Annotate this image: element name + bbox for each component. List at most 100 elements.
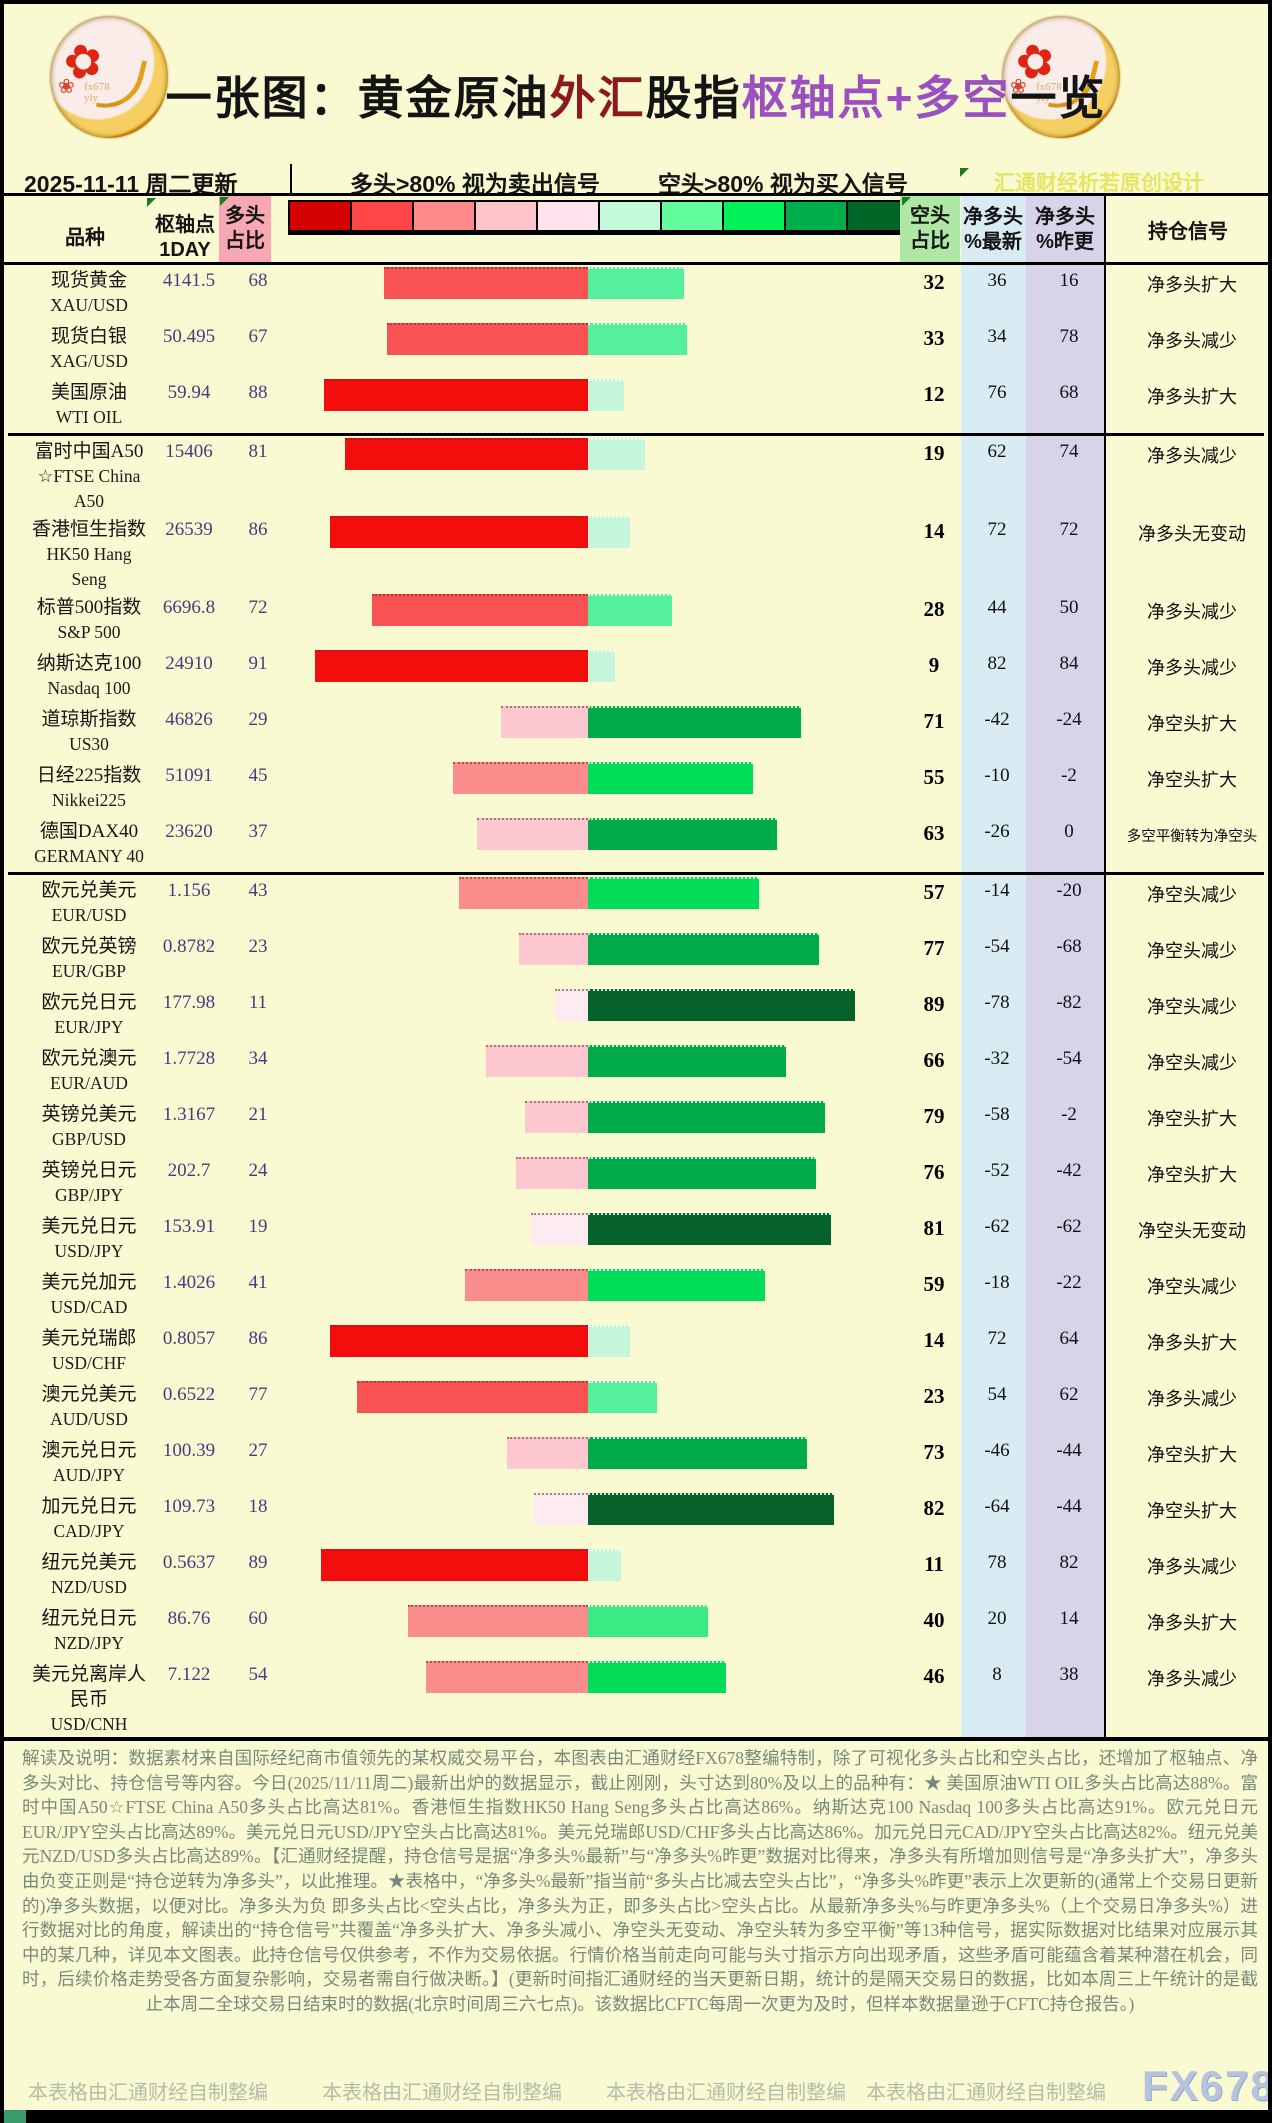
net-latest-value: -46 xyxy=(984,1440,1010,1461)
position-signal: 净多头减少 xyxy=(1147,602,1237,622)
position-signal: 净多头减少 xyxy=(1147,1557,1237,1577)
table-row: 美元兑日元 USD/JPY 153.91 19 81 -62 -62 净空头无变动 xyxy=(8,1211,1264,1267)
col-header-pivot: 枢轴点 1DAY xyxy=(155,214,215,261)
scale-swatch xyxy=(724,202,786,230)
long-pct-value: 86 xyxy=(248,1328,268,1349)
long-bar xyxy=(321,1549,588,1581)
short-bar xyxy=(588,1213,831,1245)
net-prev-value: 16 xyxy=(1059,270,1079,291)
instrument-name: 香港恒生指数 HK50 Hang Seng xyxy=(31,519,146,589)
scale-swatch xyxy=(662,202,724,230)
pivot-value: 1.3167 xyxy=(162,1104,216,1125)
position-signal: 净空头减少 xyxy=(1147,1053,1237,1073)
table-row: 加元兑日元 CAD/JPY 109.73 18 82 -64 -44 净空头扩大 xyxy=(8,1491,1264,1547)
long-pct-value: 45 xyxy=(248,765,268,786)
short-pct-value: 28 xyxy=(923,597,945,621)
net-latest-value: -64 xyxy=(984,1496,1010,1517)
scale-swatch xyxy=(848,202,908,230)
position-signal: 净空头扩大 xyxy=(1147,770,1237,790)
instrument-name: 加元兑日元 CAD/JPY xyxy=(41,1496,137,1541)
long-bar xyxy=(315,650,588,682)
update-date: 2025-11-11 周二更新 xyxy=(24,171,238,197)
table-row: 纽元兑日元 NZD/JPY 86.76 60 40 20 14 净多头扩大 xyxy=(8,1603,1264,1659)
table-row: 美元兑加元 USD/CAD 1.4026 41 59 -18 -22 净空头减少 xyxy=(8,1267,1264,1323)
instrument-name: 纽元兑美元 NZD/USD xyxy=(41,1552,137,1597)
short-pct-value: 40 xyxy=(923,1608,945,1632)
table-row: 现货黄金 XAU/USD 4141.5 68 32 36 16 净多头扩大 xyxy=(8,265,1264,321)
long-pct-value: 19 xyxy=(248,1216,268,1237)
short-bar xyxy=(588,1269,765,1301)
cell-marker-icon xyxy=(902,197,911,206)
col-header-net-latest: 净多头 %最新 xyxy=(963,206,1023,253)
long-pct-value: 24 xyxy=(248,1160,268,1181)
long-pct-value: 27 xyxy=(248,1440,268,1461)
net-prev-value: -44 xyxy=(1056,1496,1082,1517)
instrument-name: 现货白银 XAG/USD xyxy=(50,326,128,371)
net-latest-value: -62 xyxy=(984,1216,1010,1237)
scale-swatch xyxy=(786,202,848,230)
short-bar xyxy=(588,1325,630,1357)
net-latest-value: 72 xyxy=(987,1328,1007,1349)
table-row: 欧元兑英镑 EUR/GBP 0.8782 23 77 -54 -68 净空头减少 xyxy=(8,931,1264,987)
short-bar xyxy=(588,1493,834,1525)
long-pct-value: 77 xyxy=(248,1384,268,1405)
net-prev-column-bg xyxy=(1026,196,1104,1741)
net-prev-value: -82 xyxy=(1056,992,1082,1013)
long-bar xyxy=(501,706,588,738)
short-bar xyxy=(588,267,684,299)
position-signal: 净多头无变动 xyxy=(1138,524,1246,544)
fx678-coin-logo-right: ✿ ❀ fx678 yly xyxy=(1002,16,1120,138)
net-prev-value: -2 xyxy=(1061,1104,1077,1125)
short-pct-value: 81 xyxy=(923,1216,945,1240)
scale-swatch xyxy=(538,202,600,230)
pivot-value: 51091 xyxy=(165,765,213,786)
short-pct-value: 14 xyxy=(923,1328,945,1352)
net-prev-value: 74 xyxy=(1059,441,1079,462)
table-row: 现货白银 XAG/USD 50.495 67 33 34 78 净多头减少 xyxy=(8,321,1264,377)
table-row: 道琼斯指数 US30 46826 29 71 -42 -24 净空头扩大 xyxy=(8,704,1264,760)
net-latest-value: 44 xyxy=(987,597,1007,618)
title-prefix: 一张图：黄金原油 xyxy=(165,72,550,124)
col-header-signal: 持仓信号 xyxy=(1148,221,1228,243)
long-bar xyxy=(345,438,588,470)
long-pct-value: 23 xyxy=(248,936,268,957)
pivot-value: 86.76 xyxy=(167,1608,211,1629)
explanation-notes: 解读及说明：数据素材来自国际经纪商市值领先的某权威交易平台，本图表由汇通财经FX… xyxy=(22,1748,1258,2014)
short-bar xyxy=(588,379,624,411)
cell-marker-icon xyxy=(960,168,969,177)
instrument-name: 标普500指数 S&P 500 xyxy=(36,597,142,642)
long-pct-value: 68 xyxy=(248,270,268,291)
position-signal: 净空头扩大 xyxy=(1147,1109,1237,1129)
net-prev-value: -54 xyxy=(1056,1048,1082,1069)
scale-swatch xyxy=(352,202,414,230)
long-pct-value: 18 xyxy=(248,1496,268,1517)
net-latest-value: -78 xyxy=(984,992,1010,1013)
position-signal: 净多头减少 xyxy=(1147,331,1237,351)
net-prev-value: 62 xyxy=(1059,1384,1079,1405)
table-row: 纽元兑美元 NZD/USD 0.5637 89 11 78 82 净多头减少 xyxy=(8,1547,1264,1603)
short-bar xyxy=(588,323,687,355)
fx678-logo-text: FX678 xyxy=(1142,2062,1272,2109)
pivot-value: 1.4026 xyxy=(162,1272,216,1293)
pivot-value: 4141.5 xyxy=(162,270,216,291)
short-bar xyxy=(588,1661,726,1693)
net-latest-value: 34 xyxy=(987,326,1007,347)
long-bar xyxy=(525,1101,588,1133)
net-latest-value: -26 xyxy=(984,821,1010,842)
long-bar xyxy=(531,1213,588,1245)
long-pct-value: 81 xyxy=(248,441,268,462)
net-prev-value: -42 xyxy=(1056,1160,1082,1181)
short-pct-value: 59 xyxy=(923,1272,945,1296)
long-pct-value: 60 xyxy=(248,1608,268,1629)
instrument-name: 英镑兑美元 GBP/USD xyxy=(41,1104,137,1149)
net-prev-value: 14 xyxy=(1059,1608,1079,1629)
short-pct-value: 23 xyxy=(923,1384,945,1408)
pivot-value: 153.91 xyxy=(162,1216,216,1237)
net-prev-value: -22 xyxy=(1056,1272,1082,1293)
pivot-value: 1.156 xyxy=(167,880,211,901)
short-pct-value: 66 xyxy=(923,1048,945,1072)
signal-column-divider xyxy=(1104,196,1106,1741)
pivot-value: 50.495 xyxy=(162,326,216,347)
short-pct-value: 33 xyxy=(923,326,945,350)
instrument-name: 澳元兑美元 AUD/USD xyxy=(41,1384,137,1429)
